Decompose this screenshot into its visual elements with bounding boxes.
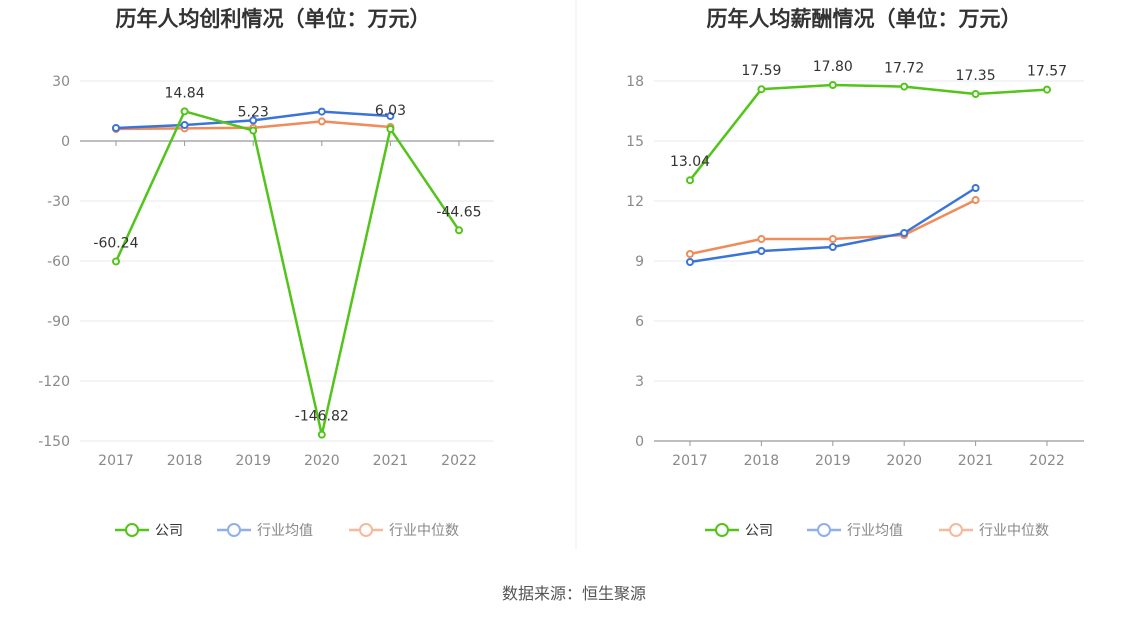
y-tick-label: 3 xyxy=(635,374,644,390)
y-tick-label: 15 xyxy=(626,134,644,150)
industry-median-point xyxy=(686,250,694,258)
company-point xyxy=(757,85,766,94)
industry-median-point xyxy=(757,235,766,243)
industry-median-point xyxy=(971,196,980,204)
industry-median-legend-marker xyxy=(359,523,373,537)
company-data-label: -146.82 xyxy=(295,409,349,425)
industry-median-legend-label: 行业中位数 xyxy=(389,523,459,539)
company-data-label: 17.80 xyxy=(813,59,853,75)
industry-median-point xyxy=(828,235,837,243)
y-tick-label: -120 xyxy=(38,374,70,390)
industry-avg-legend-marker xyxy=(227,523,241,537)
industry-avg-legend-label: 行业均值 xyxy=(847,523,903,539)
company-point xyxy=(249,126,258,135)
company-point xyxy=(317,430,326,439)
company-point xyxy=(455,226,463,235)
company-point xyxy=(828,81,837,89)
industry-avg-point xyxy=(386,112,395,120)
x-tick-label: 2018 xyxy=(744,453,780,469)
y-tick-label: 12 xyxy=(626,194,644,210)
x-tick-label: 2019 xyxy=(815,453,851,469)
company-data-label: 17.72 xyxy=(884,61,924,77)
y-tick-label: 0 xyxy=(61,134,70,150)
x-tick-label: 2017 xyxy=(672,453,708,469)
company-legend-label: 公司 xyxy=(745,523,773,539)
industry-median-legend-marker xyxy=(949,523,963,537)
company-legend-label: 公司 xyxy=(155,523,183,539)
company-data-label: 6.03 xyxy=(375,103,406,119)
industry-avg-point xyxy=(900,229,909,237)
company-point xyxy=(686,176,694,185)
industry-avg-point xyxy=(317,107,326,116)
y-tick-label: 18 xyxy=(626,74,644,90)
company-point xyxy=(1043,85,1051,94)
y-tick-label: 6 xyxy=(635,314,644,330)
x-tick-label: 2022 xyxy=(1029,453,1065,469)
industry-avg-point xyxy=(828,243,837,251)
y-tick-label: -150 xyxy=(38,434,70,450)
company-data-label: 17.59 xyxy=(741,63,781,79)
company-legend-marker xyxy=(125,523,139,537)
x-tick-label: 2018 xyxy=(167,453,203,469)
x-tick-label: 2022 xyxy=(441,453,477,469)
x-tick-label: 2021 xyxy=(373,453,409,469)
company-data-label: 14.84 xyxy=(165,85,205,101)
industry-avg-point xyxy=(180,121,189,129)
industry-avg-point xyxy=(757,247,766,255)
industry-median-legend-label: 行业中位数 xyxy=(979,523,1049,539)
company-data-label: -60.24 xyxy=(93,235,138,251)
company-point xyxy=(112,257,120,266)
company-point xyxy=(180,107,189,116)
company-data-label: -44.65 xyxy=(436,204,481,220)
company-point xyxy=(386,124,395,133)
company-data-label: 17.57 xyxy=(1027,64,1067,80)
company-point xyxy=(900,82,909,91)
y-tick-label: -30 xyxy=(47,194,70,210)
company-series-line xyxy=(114,110,461,436)
company-series-line xyxy=(689,83,1048,181)
industry-avg-point xyxy=(686,258,694,266)
industry-median-point xyxy=(317,117,326,126)
company-data-label: 5.23 xyxy=(238,105,269,121)
x-tick-label: 2020 xyxy=(886,453,922,469)
company-legend-marker xyxy=(715,523,729,537)
industry-avg-legend-label: 行业均值 xyxy=(257,523,313,539)
company-data-label: 17.35 xyxy=(956,68,996,84)
salary-per-capita-chart: 历年人均薪酬情况（单位：万元） 18 15 12 9 6 3 0 2017 2018 2019 20… xyxy=(626,7,1084,539)
x-tick-label: 2017 xyxy=(98,453,134,469)
y-tick-label: 9 xyxy=(635,254,644,270)
company-data-label: 13.04 xyxy=(670,154,710,170)
industry-avg-point xyxy=(971,184,980,192)
data-source-note: 数据来源：恒生聚源 xyxy=(502,584,646,603)
x-tick-label: 2021 xyxy=(958,453,994,469)
company-point xyxy=(971,90,980,98)
x-tick-label: 2019 xyxy=(235,453,271,469)
chart-title-profit: 历年人均创利情况（单位：万元） xyxy=(116,7,431,31)
profit-per-capita-chart: 历年人均创利情况（单位：万元） 30 0 -30 -60 -90 -120 -150 2017… xyxy=(38,7,494,539)
industry-avg-legend-marker xyxy=(817,523,831,537)
industry-avg-point xyxy=(249,116,258,125)
y-tick-label: -60 xyxy=(47,254,70,270)
y-tick-label: 30 xyxy=(52,74,70,90)
chart-title-salary: 历年人均薪酬情况（单位：万元） xyxy=(707,7,1022,31)
y-tick-label: 0 xyxy=(635,434,644,450)
industry-avg-point xyxy=(112,124,120,132)
x-tick-label: 2020 xyxy=(304,453,340,469)
y-tick-label: -90 xyxy=(47,314,70,330)
